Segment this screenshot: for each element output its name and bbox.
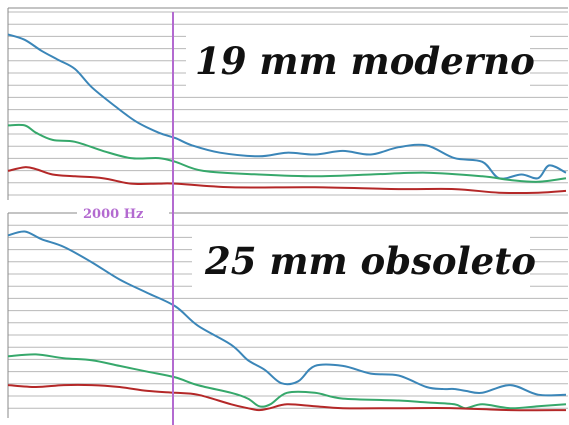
bottom-title-backdrop [192, 232, 530, 288]
series-layer [7, 33, 567, 412]
2000hz-marker-label: 2000 Hz [83, 207, 143, 222]
top-panel-title: 19 mm moderno [195, 39, 535, 83]
red-response-line [7, 383, 567, 412]
green-response-line [7, 123, 567, 183]
red-response-line [7, 166, 567, 195]
green-response-line [7, 353, 567, 410]
top-title-backdrop [186, 32, 530, 88]
bottom-panel-title: 25 mm obsoleto [204, 239, 536, 283]
blue-response-line [7, 230, 567, 397]
marker-label-backdrop [77, 202, 169, 224]
